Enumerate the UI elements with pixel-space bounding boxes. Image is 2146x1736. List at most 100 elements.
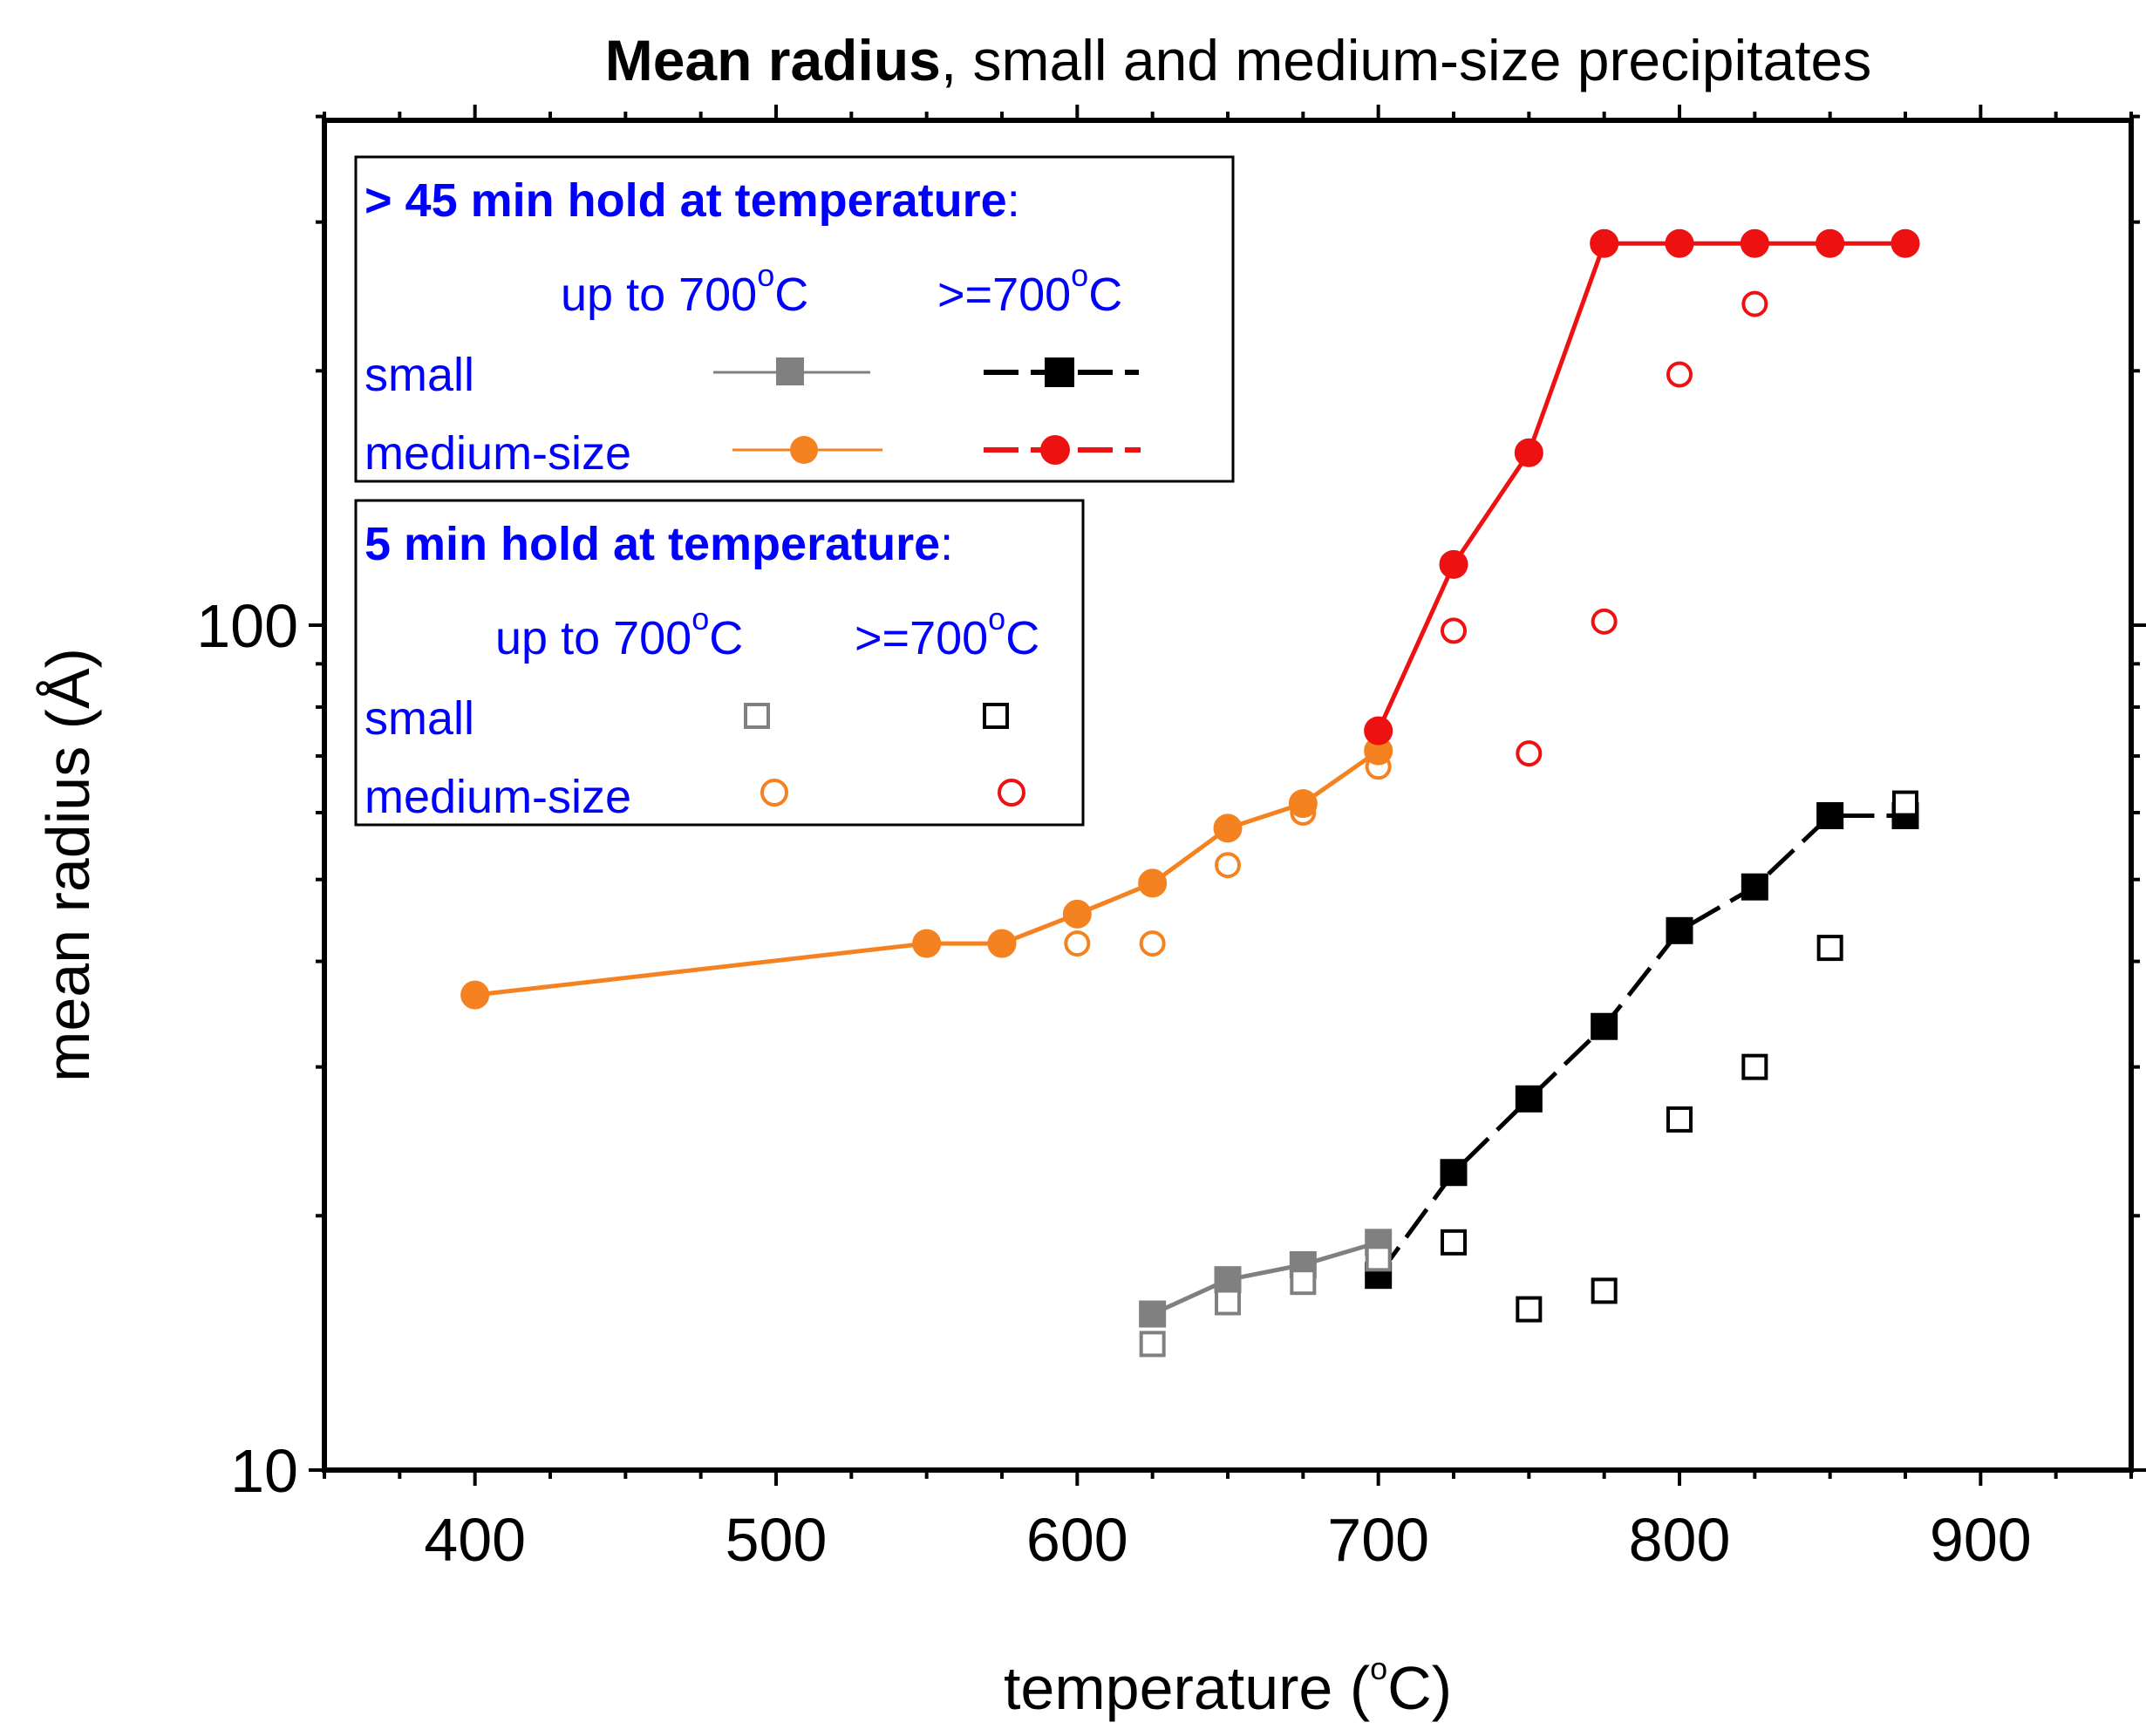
data-point-circle [1514, 438, 1543, 467]
y-tick-labels: 10 100 [196, 592, 298, 1505]
data-point-circle [987, 929, 1017, 958]
legend-sample-medium-orange-open [760, 779, 788, 807]
data-point-square [1591, 1277, 1618, 1304]
data-point-circle [1062, 899, 1092, 929]
svg-text:5 min hold at temperature:: 5 min hold at temperature: [364, 518, 953, 570]
chart-title: Mean radius, small and medium-size preci… [605, 28, 1872, 92]
data-point-circle [1215, 852, 1241, 879]
series-2 [460, 736, 1393, 1010]
data-point-circle [1666, 361, 1693, 388]
x-tick-label: 500 [726, 1506, 828, 1574]
series-3 [1364, 228, 1920, 745]
y-tick-label: 10 [230, 1437, 298, 1505]
legend-sample-small-black-filled [984, 357, 1139, 387]
data-point-circle [1139, 930, 1166, 957]
y-axis-title: mean radius (Å) [34, 648, 102, 1082]
x-axis-title-pre: temperature ( [1004, 1654, 1370, 1722]
data-point-circle [1741, 290, 1768, 317]
x-tick-label: 400 [424, 1506, 526, 1574]
series-line [1376, 813, 1905, 1277]
data-point-square [1215, 1289, 1241, 1316]
data-point-square [1441, 1229, 1467, 1256]
legend-long-hold: > 45 min hold at temperature: up to 700o… [354, 155, 1235, 483]
data-point-square [1741, 873, 1768, 901]
legend-long-col1: up to 700oC [561, 257, 808, 321]
x-tick-label: 600 [1026, 1506, 1128, 1574]
legend-long-colon: : [1007, 174, 1020, 227]
series-7 [1441, 290, 1768, 767]
series-layer [460, 228, 1920, 1358]
legend-short-col1: up to 700oC [495, 601, 743, 664]
legend-long-row-small: small [364, 349, 474, 401]
data-point-circle [1665, 228, 1694, 258]
data-point-circle [1891, 228, 1920, 258]
legend-short-hold: 5 min hold at temperature: up to 700oC >… [354, 499, 1085, 827]
x-tick-label: 800 [1629, 1506, 1731, 1574]
x-tick-label: 900 [1930, 1506, 2032, 1574]
legend-short-row-medium: medium-size [364, 771, 631, 823]
data-point-circle [1365, 753, 1392, 780]
series-5 [1441, 790, 1918, 1323]
data-point-square [1440, 1159, 1468, 1187]
legend-long-col2: >=700oC [937, 257, 1122, 321]
x-axis-title-sup: o [1370, 1651, 1387, 1686]
legend-long-row-medium: medium-size [364, 427, 631, 480]
data-point-square [1892, 790, 1918, 817]
series-0 [1139, 1229, 1393, 1328]
data-point-square [1741, 1053, 1768, 1080]
data-point-square [1139, 1331, 1166, 1358]
legend-sample-small-gray-filled [713, 357, 870, 385]
chart-title-rest: , small and medium-size precipitates [941, 28, 1871, 92]
legend-sample-medium-red-filled [984, 435, 1141, 465]
legend-sample-small-gray-open [744, 703, 770, 729]
data-point-circle [1064, 930, 1091, 957]
x-axis-title-post: C) [1387, 1654, 1452, 1722]
legend-short-row-small: small [364, 692, 474, 745]
x-axis-title: temperature (oC) [1004, 1651, 1452, 1722]
series-6 [1064, 753, 1392, 957]
chart-title-bold: Mean radius [605, 28, 941, 92]
data-point-square [1666, 1106, 1693, 1133]
data-point-square [1516, 1296, 1543, 1323]
series-1 [1365, 801, 1919, 1290]
legend-long-frame [354, 155, 1235, 483]
data-point-circle [912, 929, 942, 958]
legend-sample-medium-orange-filled [732, 436, 882, 464]
y-tick-label: 100 [196, 592, 298, 660]
data-point-square [1214, 1266, 1242, 1294]
data-point-square [1290, 1269, 1317, 1296]
data-point-circle [1439, 549, 1468, 579]
legend-short-header: 5 min hold at temperature [364, 518, 940, 570]
data-point-circle [1516, 740, 1543, 767]
legend-sample-medium-red-open [998, 779, 1025, 807]
data-point-square [1365, 1245, 1392, 1272]
legend-sample-small-black-open [983, 703, 1009, 729]
legend-long-header: > 45 min hold at temperature [364, 174, 1007, 227]
legend-short-frame [354, 499, 1085, 827]
data-point-circle [1740, 228, 1769, 258]
data-point-circle [460, 980, 490, 1010]
data-point-circle [1288, 789, 1318, 819]
series-line [1151, 1240, 1380, 1317]
data-point-circle [1816, 228, 1845, 258]
data-point-circle [1138, 868, 1168, 898]
data-point-square [1515, 1085, 1543, 1113]
x-tick-labels: 400 500 600 700 800 900 [424, 1506, 2031, 1574]
data-point-circle [1364, 716, 1393, 745]
data-point-square [1666, 916, 1693, 944]
legend-short-col2: >=700oC [855, 601, 1039, 664]
data-point-circle [1290, 799, 1317, 826]
data-point-circle [1213, 814, 1243, 843]
data-point-circle [1441, 617, 1467, 644]
legend-short-colon: : [940, 518, 953, 570]
data-point-square [1139, 1300, 1167, 1328]
series-line [1376, 241, 1905, 732]
series-4 [1139, 1245, 1392, 1358]
data-point-square [1816, 801, 1844, 829]
data-point-circle [1591, 608, 1618, 635]
axis-ticks [309, 105, 2146, 1486]
data-point-square [1591, 1012, 1618, 1040]
data-point-circle [1590, 228, 1619, 258]
data-point-square [1816, 935, 1843, 962]
